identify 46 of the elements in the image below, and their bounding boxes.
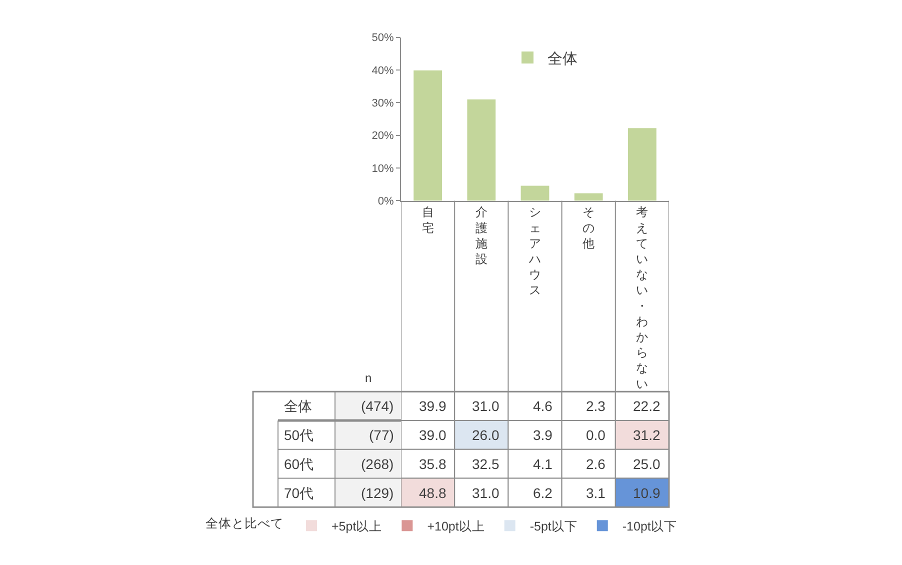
legend-label: +10pt以上: [427, 520, 485, 534]
y-tick-label: 0%: [378, 196, 394, 208]
legend-label: +5pt以上: [332, 520, 382, 534]
data-label: 31.2: [633, 427, 660, 443]
data-label: 39.9: [419, 398, 446, 414]
x-tick-label: シェアハウス: [528, 205, 541, 298]
y2-tick-label: (474): [361, 398, 394, 414]
data-label: 2.3: [586, 398, 606, 414]
data-label: 32.5: [472, 456, 500, 472]
y-tick-label: 40%: [372, 64, 394, 77]
y-tick-label: 50代: [284, 427, 314, 443]
data-label: 4.6: [533, 398, 553, 414]
data-label: 31.0: [472, 485, 500, 501]
data-label: 26.0: [472, 427, 500, 443]
y2-tick-label: (268): [361, 456, 394, 472]
x-tick-label: その他: [582, 205, 595, 250]
y-tick-label: 50%: [372, 32, 394, 44]
legend-label: -5pt以下: [530, 520, 578, 534]
data-label: 31.0: [472, 398, 500, 414]
x-tick-label: 介護施設: [475, 205, 488, 266]
data-label: 2.6: [586, 456, 606, 472]
legend-label: 全体: [548, 50, 578, 68]
category-label: 考えていない・わからない: [636, 205, 648, 391]
data-label: 25.0: [633, 456, 660, 472]
data-label: 48.8: [419, 485, 446, 501]
data-label: 3.1: [586, 485, 606, 501]
y2-axis-title: n: [365, 371, 372, 385]
data-label: 6.2: [533, 485, 553, 501]
y-tick-label: 30%: [372, 98, 394, 110]
y-tick-label: 10%: [372, 162, 394, 175]
data-label: 3.9: [533, 427, 553, 443]
y2-tick-label: (129): [361, 485, 394, 501]
y-tick-label: 70代: [284, 485, 314, 501]
data-label: 22.2: [633, 398, 660, 414]
data-label: 4.1: [533, 456, 553, 472]
legend-title: 全体と比べて: [206, 516, 284, 530]
data-label: 35.8: [419, 456, 446, 472]
data-label: 39.0: [419, 427, 446, 443]
y2-tick-label: (77): [369, 427, 394, 443]
y-tick-label: 20%: [372, 130, 394, 142]
data-label: 0.0: [586, 427, 606, 443]
data-label: 10.9: [633, 485, 660, 501]
y-tick-label: 60代: [284, 456, 314, 472]
legend-label: -10pt以下: [622, 520, 677, 534]
x-tick-label: 自宅: [422, 205, 434, 235]
y-tick-label: 全体: [284, 398, 312, 414]
